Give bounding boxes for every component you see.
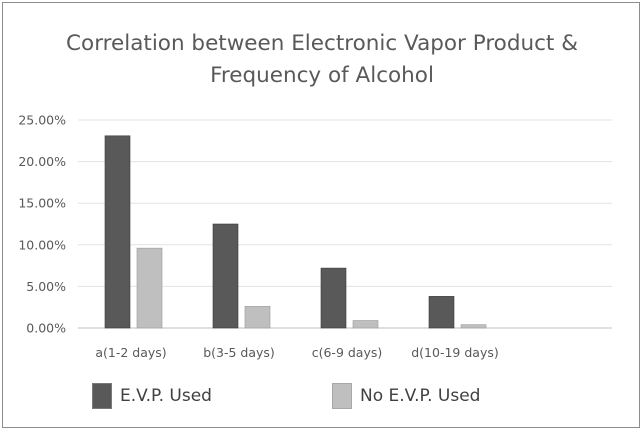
x-tick-label: a(1-2 days) xyxy=(95,345,166,360)
bar xyxy=(104,135,131,329)
chart-title-line-1: Correlation between Electronic Vapor Pro… xyxy=(66,31,578,56)
y-tick-label: 20.00% xyxy=(18,154,66,169)
chart-title-line-2: Frequency of Alcohol xyxy=(210,63,434,88)
x-tick-label: b(3-5 days) xyxy=(203,345,275,360)
x-tick-label: c(6-9 days) xyxy=(312,345,383,360)
bar xyxy=(212,223,239,329)
x-tick-label: d(10-19 days) xyxy=(411,345,499,360)
bar xyxy=(136,247,163,329)
bar xyxy=(320,267,347,329)
chart-title: Correlation between Electronic Vapor Pro… xyxy=(0,28,644,92)
bar xyxy=(244,306,271,329)
y-tick-label: 5.00% xyxy=(26,279,66,294)
bar xyxy=(428,296,455,329)
legend-label-evp-used: E.V.P. Used xyxy=(120,386,212,406)
legend-item-no-evp-used: No E.V.P. Used xyxy=(332,383,480,409)
legend-swatch-no-evp-used xyxy=(332,383,352,409)
y-tick-label: 10.00% xyxy=(18,237,66,252)
legend-label-no-evp-used: No E.V.P. Used xyxy=(360,386,481,406)
y-tick-label: 15.00% xyxy=(18,196,66,211)
y-tick-label: 0.00% xyxy=(26,321,66,336)
y-tick-label: 25.00% xyxy=(18,113,66,128)
bar xyxy=(352,320,379,329)
bar xyxy=(460,324,487,329)
legend-item-evp-used: E.V.P. Used xyxy=(92,383,212,409)
legend-swatch-evp-used xyxy=(92,383,112,409)
